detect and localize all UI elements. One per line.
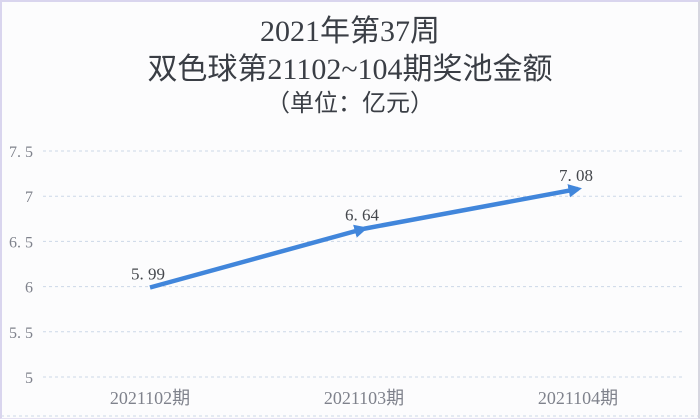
y-tick-label: 5. 5 <box>9 325 33 342</box>
line-chart-plot-area: 5 5. 5 6 6. 5 7 7. 5 2021102期 2021103期 2021104期 5… <box>1 144 699 417</box>
y-tick-label: 6 <box>25 280 33 297</box>
y-tick-label: 7. 5 <box>9 144 33 161</box>
x-category-label: 2021102期 <box>110 388 190 408</box>
x-category-label: 2021104期 <box>538 388 618 408</box>
data-point-label: 5. 99 <box>131 265 165 284</box>
trend-line-segment <box>363 184 582 231</box>
chart-title-unit: （单位：亿元） <box>266 91 434 117</box>
y-tick-label: 6. 5 <box>9 234 33 251</box>
chart-title-block: 2021年第37周 双色球第21102~104期奖池金额 （单位：亿元） <box>0 0 700 120</box>
data-point-label: 7. 08 <box>559 166 593 185</box>
y-tick-label: 5 <box>25 370 33 387</box>
data-point-label: 6. 64 <box>345 206 380 225</box>
x-category-label: 2021103期 <box>324 388 404 408</box>
chart-title-subject: 双色球第21102~104期奖池金额 <box>147 53 553 86</box>
y-tick-label: 7 <box>25 189 33 206</box>
chart-title-week: 2021年第37周 <box>260 15 440 48</box>
trend-line-segment <box>149 224 368 290</box>
